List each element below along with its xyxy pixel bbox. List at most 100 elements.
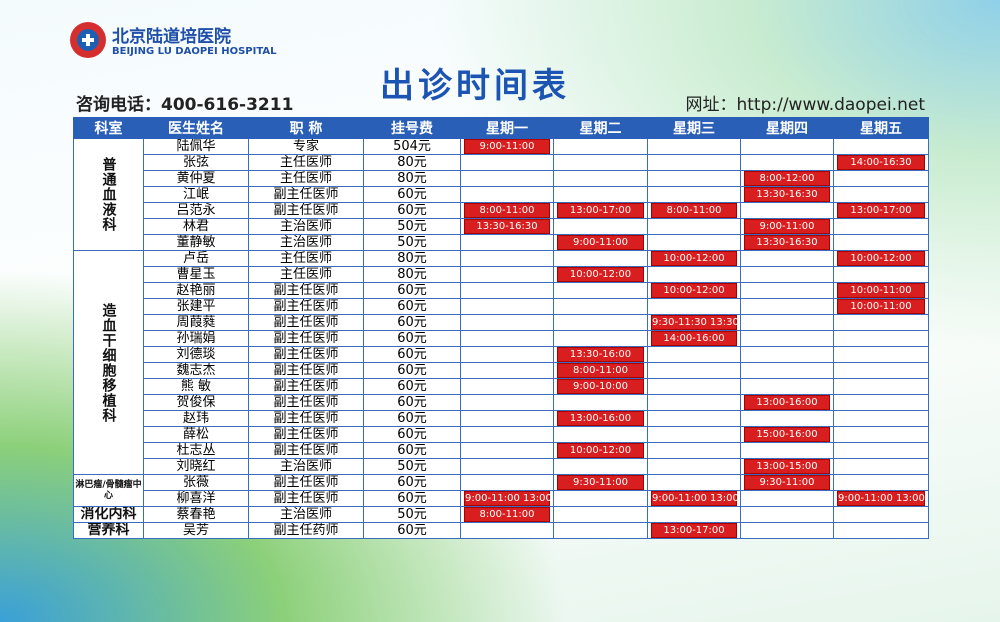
fee: 80元 — [363, 266, 461, 283]
day-cell — [833, 170, 929, 187]
doctor-title: 主任医师 — [248, 154, 364, 171]
department: 消化内科 — [73, 506, 144, 523]
doctor-name: 张薇 — [143, 474, 249, 491]
day-cell: 9:00-10:00 — [553, 378, 648, 395]
day-cell — [460, 298, 554, 315]
doctor-title: 副主任药师 — [248, 522, 364, 539]
column-header: 星期五 — [833, 117, 929, 139]
day-cell: 13:00-16:00 — [740, 394, 834, 411]
day-cell: 10:00-12:00 — [647, 250, 741, 267]
day-cell: 13:30-16:00 — [553, 346, 648, 363]
fee: 60元 — [363, 442, 461, 459]
fee: 50元 — [363, 506, 461, 523]
day-cell: 9:00-11:00 — [740, 218, 834, 235]
day-cell: 13:00-15:00 — [740, 458, 834, 475]
doctor-name: 赵艳丽 — [143, 282, 249, 299]
day-cell: 13:30-16:30 — [740, 234, 834, 251]
day-cell — [740, 346, 834, 363]
fee: 60元 — [363, 202, 461, 219]
table-body: 普通血液科 陆佩华 专家 504元 9:00-11:00 张弦 主任医师 80元 14:00-1… — [73, 138, 929, 539]
time-slot: 9:00-11:00 — [557, 235, 644, 250]
doctor-name: 董静敏 — [143, 234, 249, 251]
column-header: 星期四 — [740, 117, 834, 139]
doctor-row: 消化内科 蔡春艳 主治医师 50元 8:00-11:00 — [73, 506, 929, 523]
day-cell: 9:00-11:00 13:00-17:00 — [833, 490, 929, 507]
doctor-name: 刘德琰 — [143, 346, 249, 363]
day-cell — [833, 234, 929, 251]
doctor-title: 副主任医师 — [248, 378, 364, 395]
doctor-name: 熊 敏 — [143, 378, 249, 395]
column-header: 挂号费 — [363, 117, 461, 139]
doctor-name: 薛松 — [143, 426, 249, 443]
day-cell — [553, 490, 648, 507]
day-cell: 8:00-11:00 — [647, 202, 741, 219]
fee: 60元 — [363, 346, 461, 363]
fee: 60元 — [363, 394, 461, 411]
column-header: 星期二 — [553, 117, 648, 139]
day-cell — [833, 314, 929, 331]
doctor-name: 赵玮 — [143, 410, 249, 427]
day-cell: 8:00-12:00 — [740, 170, 834, 187]
day-cell: 9:30-11:00 — [553, 474, 648, 491]
day-cell — [833, 426, 929, 443]
doctor-row: 淋巴瘤/骨髓瘤中心 张薇 副主任医师 60元 9:30-11:00 9:30-11:00 — [73, 474, 929, 507]
time-slot: 13:00-16:00 — [557, 411, 644, 426]
day-cell — [833, 378, 929, 395]
doctor-title: 主任医师 — [248, 170, 364, 187]
day-cell — [460, 442, 554, 459]
day-cell — [740, 298, 834, 315]
day-cell — [833, 266, 929, 283]
doctor-name: 蔡春艳 — [143, 506, 249, 523]
schedule-table: 科室 医生姓名职 称挂号费 星期一 星期二 星期三 星期四 星期五 普通血液科 陆佩华 专家 50… — [73, 117, 929, 539]
day-cell — [740, 506, 834, 523]
day-cell — [740, 522, 834, 539]
doctor-row: 杜志丛 副主任医师 60元 10:00-12:00 — [74, 442, 929, 459]
doctor-name: 杜志丛 — [143, 442, 249, 459]
department: 造血干细胞移植科 — [73, 250, 144, 475]
time-slot: 10:00-12:00 — [651, 251, 737, 266]
day-cell — [740, 202, 834, 219]
column-header: 科室 — [73, 117, 144, 139]
day-cell — [553, 458, 648, 475]
doctor-row: 刘晓红 主治医师 50元 13:00-15:00 — [74, 458, 929, 475]
day-cell — [740, 154, 834, 171]
day-cell — [833, 346, 929, 363]
doctor-row: 孙瑞娟 副主任医师 60元 14:00-16:00 — [74, 330, 929, 347]
day-cell: 13:00-17:00 — [833, 202, 929, 219]
doctor-title: 副主任医师 — [248, 282, 364, 299]
doctor-name: 魏志杰 — [143, 362, 249, 379]
doctor-row: 张建平 副主任医师 60元 10:00-11:00 — [74, 298, 929, 315]
header-row: 科室 医生姓名职 称挂号费 星期一 星期二 星期三 星期四 星期五 — [73, 117, 929, 139]
day-cell — [460, 458, 554, 475]
day-cell — [647, 266, 741, 283]
day-cell — [553, 218, 648, 235]
doctor-name: 黄仲夏 — [143, 170, 249, 187]
day-cell — [833, 186, 929, 203]
day-cell: 9:30-11:30 13:30-15:30 — [647, 314, 741, 331]
day-cell — [833, 218, 929, 235]
day-cell — [647, 186, 741, 203]
doctor-title: 副主任医师 — [248, 346, 364, 363]
day-cell: 15:00-16:00 — [740, 426, 834, 443]
doctor-row: 魏志杰 副主任医师 60元 8:00-11:00 — [74, 362, 929, 379]
time-slot: 13:00-17:00 — [651, 523, 737, 538]
day-cell — [553, 506, 648, 523]
day-cell — [833, 474, 929, 491]
logo — [70, 22, 106, 58]
column-header: 星期一 — [460, 117, 554, 139]
day-cell — [460, 426, 554, 443]
time-slot: 13:30-16:30 — [744, 235, 830, 250]
department: 淋巴瘤/骨髓瘤中心 — [73, 474, 144, 507]
day-cell: 14:00-16:00 — [647, 330, 741, 347]
day-cell — [460, 394, 554, 411]
time-slot: 8:00-12:00 — [744, 171, 830, 186]
day-cell — [460, 378, 554, 395]
day-cell: 13:00-17:00 — [647, 522, 741, 539]
department: 普通血液科 — [73, 138, 144, 251]
day-cell — [647, 170, 741, 187]
day-cell — [647, 138, 741, 155]
doctor-name: 周葭蕤 — [143, 314, 249, 331]
doctor-title: 主治医师 — [248, 458, 364, 475]
fee: 60元 — [363, 410, 461, 427]
